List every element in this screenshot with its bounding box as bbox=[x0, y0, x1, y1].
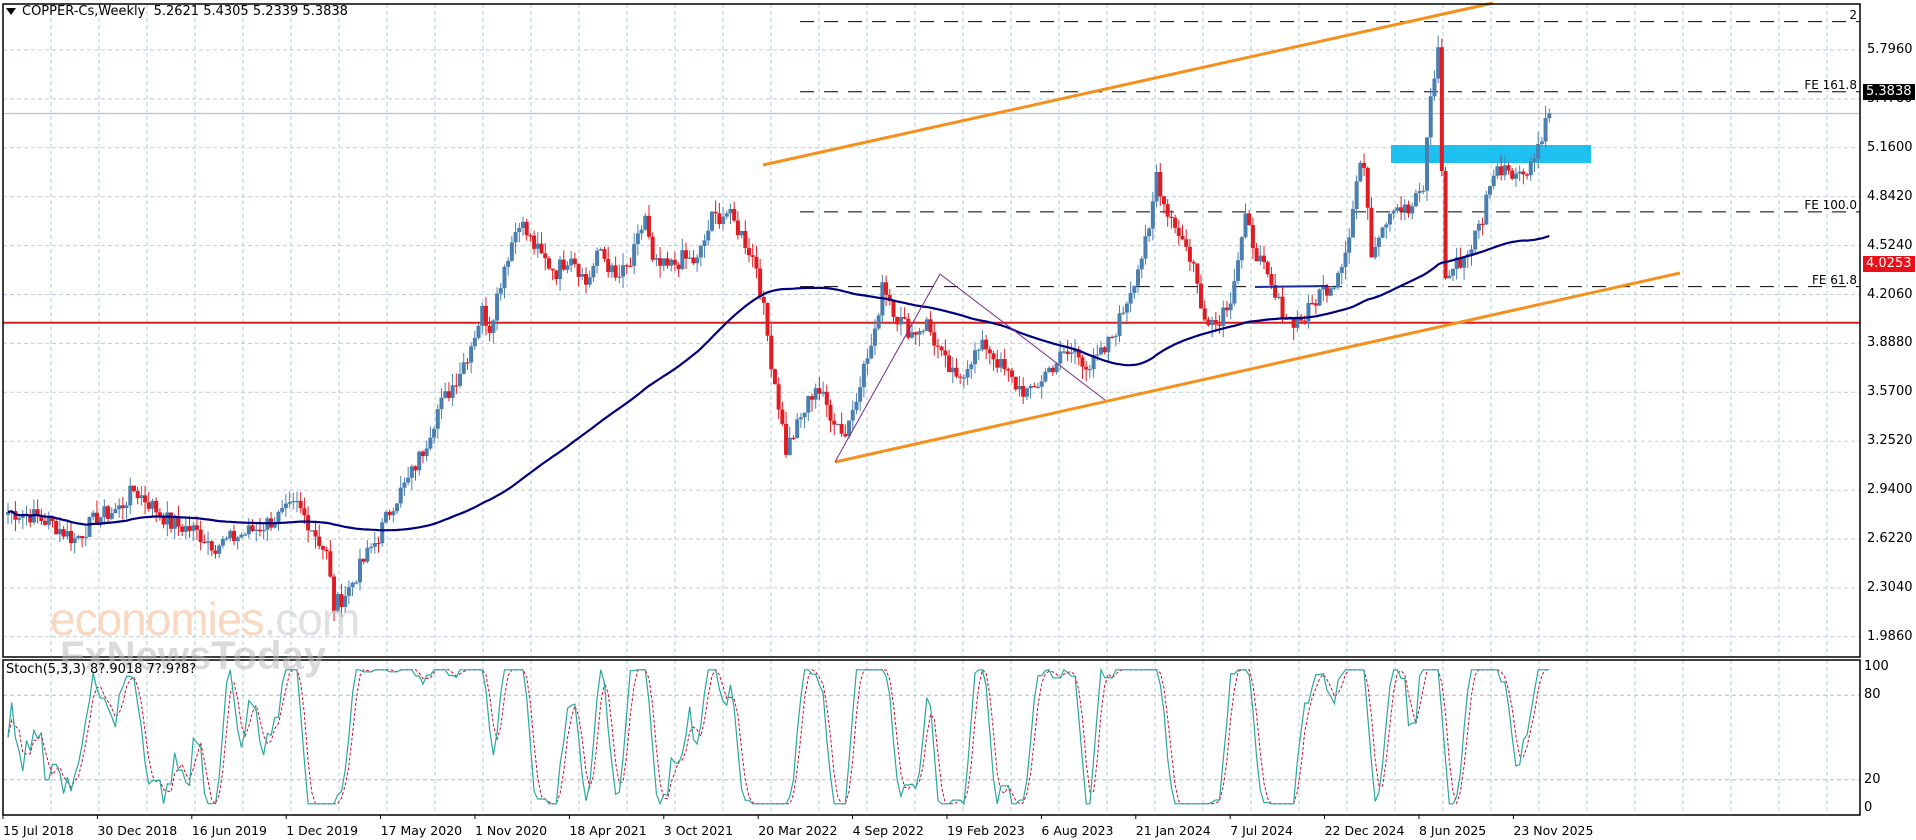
time-tick: 22 Dec 2024 bbox=[1324, 823, 1405, 838]
collapse-triangle-icon[interactable] bbox=[6, 8, 16, 15]
fib-level-label: FE 100.0 bbox=[1804, 197, 1857, 212]
price-tick: 2.9400 bbox=[1867, 482, 1913, 498]
price-tick: 5.1600 bbox=[1867, 139, 1913, 155]
time-tick: 1 Dec 2019 bbox=[286, 823, 359, 838]
fib-level-label: 2 bbox=[1849, 7, 1857, 22]
time-tick: 8 Jun 2025 bbox=[1419, 823, 1487, 838]
price-tick: 5.7960 bbox=[1867, 42, 1913, 57]
time-tick: 1 Nov 2020 bbox=[475, 823, 548, 838]
price-tick: 1.9860 bbox=[1867, 628, 1913, 644]
time-tick: 17 May 2020 bbox=[380, 823, 463, 838]
price-tick: 2.6220 bbox=[1867, 531, 1913, 546]
stochastic-label: Stoch(5,3,3) 8?.9018 7?.9?8? bbox=[6, 662, 197, 677]
stoch-tick: 0 bbox=[1864, 800, 1873, 815]
price-tick: 4.8420 bbox=[1867, 188, 1913, 204]
time-tick: 4 Sep 2022 bbox=[852, 823, 924, 838]
ohlc-values: 5.2621 5.4305 5.2339 5.3838 bbox=[153, 4, 348, 19]
watermark-economies: economies.com bbox=[50, 593, 360, 645]
price-tick: 3.5700 bbox=[1867, 384, 1913, 400]
support-price-badge: 4.0253 bbox=[1863, 256, 1915, 272]
stoch-tick: 20 bbox=[1864, 771, 1881, 787]
time-tick: 30 Dec 2018 bbox=[97, 823, 178, 838]
price-tick: 3.8880 bbox=[1867, 335, 1913, 351]
current-price-badge: 5.3838 bbox=[1863, 84, 1915, 100]
watermark-fxnewstoday: FxNewsToday bbox=[60, 634, 326, 678]
horizontal-lines[interactable] bbox=[3, 112, 1860, 324]
time-tick: 23 Nov 2025 bbox=[1513, 823, 1594, 838]
time-tick: 20 Mar 2022 bbox=[758, 823, 838, 838]
time-tick: 15 Jul 2018 bbox=[3, 823, 74, 838]
price-tick: 4.5240 bbox=[1867, 237, 1913, 253]
time-tick: 18 Apr 2021 bbox=[569, 823, 647, 838]
time-tick: 3 Oct 2021 bbox=[663, 823, 734, 838]
time-tick: 16 Jun 2019 bbox=[191, 823, 267, 838]
symbol-timeframe: COPPER-Cs,Weekly bbox=[22, 4, 146, 19]
stoch-tick: 80 bbox=[1864, 687, 1881, 703]
price-tick: 3.2520 bbox=[1867, 433, 1913, 449]
price-tick: 4.2060 bbox=[1867, 286, 1913, 302]
stochastic-oscillator bbox=[7, 667, 1550, 806]
moving-average-line bbox=[7, 234, 1550, 532]
fib-level-label: FE 61.8 bbox=[1811, 272, 1857, 287]
time-tick: 21 Jan 2024 bbox=[1135, 823, 1211, 838]
stoch-tick: 100 bbox=[1864, 659, 1889, 674]
chart-title: COPPER-Cs,Weekly 5.2621 5.4305 5.2339 5.… bbox=[6, 4, 348, 19]
grid-lines bbox=[3, 4, 1860, 815]
fib-level-label: FE 161.8 bbox=[1804, 77, 1857, 92]
time-tick: 6 Aug 2023 bbox=[1041, 823, 1114, 838]
price-tick: 2.3040 bbox=[1867, 579, 1913, 595]
resistance-zone[interactable] bbox=[1391, 145, 1591, 163]
fibonacci-expansion-levels[interactable] bbox=[800, 21, 1860, 288]
pane-borders bbox=[2, 3, 1861, 819]
time-tick: 19 Feb 2023 bbox=[947, 823, 1025, 838]
trendline-drawings[interactable] bbox=[762, 1, 1681, 464]
time-tick: 7 Jul 2024 bbox=[1230, 823, 1293, 838]
candlestick-series bbox=[6, 35, 1552, 622]
